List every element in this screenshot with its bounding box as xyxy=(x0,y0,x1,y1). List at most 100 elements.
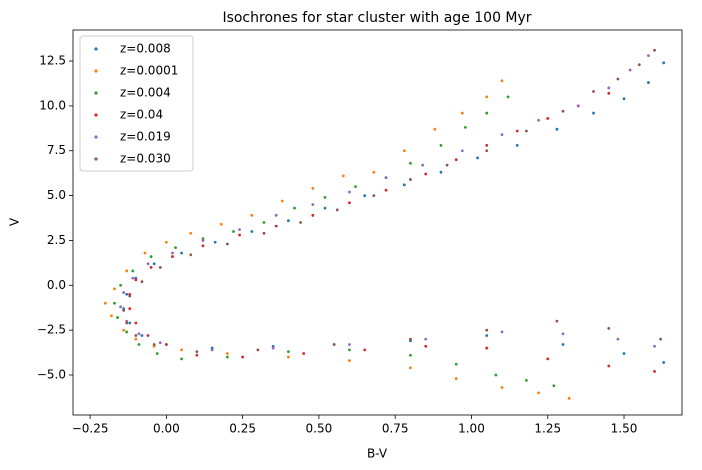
point xyxy=(662,361,666,364)
point xyxy=(653,344,656,348)
point xyxy=(287,355,290,359)
point xyxy=(622,97,626,101)
point xyxy=(189,231,193,235)
point xyxy=(134,278,138,282)
point xyxy=(137,332,141,336)
point xyxy=(348,359,351,363)
point xyxy=(433,127,437,131)
point xyxy=(210,348,214,352)
chart-title: Isochrones for star cluster with age 100… xyxy=(222,10,531,26)
point xyxy=(546,357,550,361)
point xyxy=(537,391,540,395)
y-tick-label: 5.0 xyxy=(47,188,66,202)
point xyxy=(500,79,504,83)
point xyxy=(174,246,177,250)
point xyxy=(256,348,260,352)
point xyxy=(653,48,656,52)
x-tick-label: 1.25 xyxy=(534,422,561,436)
point xyxy=(250,230,254,233)
point xyxy=(302,352,306,355)
point xyxy=(653,370,656,373)
point xyxy=(335,208,339,212)
legend-label: z=0.004 xyxy=(120,86,171,100)
x-tick-label: 0.50 xyxy=(306,422,333,436)
y-tick-label: 10.0 xyxy=(39,98,66,112)
point xyxy=(409,337,412,341)
point xyxy=(647,54,650,58)
point xyxy=(372,194,376,197)
point xyxy=(485,143,489,147)
point xyxy=(158,265,162,269)
point xyxy=(241,355,245,359)
point xyxy=(225,352,229,355)
point xyxy=(384,176,388,180)
y-tick-label: 7.5 xyxy=(47,143,66,157)
point xyxy=(607,326,611,330)
point xyxy=(637,63,641,67)
y-tick-label: 12.5 xyxy=(39,54,66,68)
point xyxy=(348,201,351,205)
point xyxy=(274,213,278,217)
point xyxy=(140,280,144,284)
point xyxy=(180,357,184,361)
point xyxy=(341,174,345,178)
point xyxy=(561,109,565,113)
point xyxy=(250,213,254,217)
point xyxy=(171,255,174,258)
x-tick-label: 1.50 xyxy=(611,422,638,436)
point xyxy=(113,301,116,305)
point xyxy=(460,111,464,115)
point xyxy=(485,111,489,115)
x-tick-label: 0.25 xyxy=(229,422,256,436)
point xyxy=(134,321,138,325)
legend-marker xyxy=(94,157,98,161)
point xyxy=(122,328,126,332)
point xyxy=(607,86,611,90)
point xyxy=(195,353,199,357)
point xyxy=(409,366,412,370)
legend-marker xyxy=(94,69,98,73)
point xyxy=(567,396,571,400)
point xyxy=(555,319,559,323)
point xyxy=(485,95,489,99)
point xyxy=(662,61,666,65)
point xyxy=(149,265,153,269)
point xyxy=(146,262,150,266)
legend-marker xyxy=(94,135,98,139)
y-tick-label: 2.5 xyxy=(47,233,66,247)
point xyxy=(476,156,479,160)
point xyxy=(140,334,144,337)
point xyxy=(164,240,168,244)
legend-marker xyxy=(94,113,98,117)
point xyxy=(323,206,327,210)
point xyxy=(311,213,315,217)
legend-label: z=0.008 xyxy=(120,42,171,56)
point xyxy=(171,251,174,255)
point xyxy=(372,170,376,174)
point xyxy=(454,362,458,366)
point xyxy=(659,337,663,341)
point xyxy=(409,178,412,181)
point xyxy=(524,378,528,382)
point xyxy=(280,199,284,203)
point xyxy=(143,251,147,255)
point xyxy=(238,233,241,237)
plot-area xyxy=(72,29,683,416)
point xyxy=(421,163,425,167)
legend-marker xyxy=(94,91,98,95)
point xyxy=(152,262,156,266)
point xyxy=(592,90,595,93)
point xyxy=(607,364,611,368)
point xyxy=(274,224,278,228)
point xyxy=(128,294,132,298)
point xyxy=(311,187,315,190)
point xyxy=(103,301,107,305)
point xyxy=(363,348,367,352)
point xyxy=(537,118,540,122)
point xyxy=(149,255,153,258)
point xyxy=(232,230,235,233)
point xyxy=(152,343,156,346)
legend-label: z=0.030 xyxy=(120,152,171,166)
point xyxy=(262,221,266,224)
point xyxy=(402,149,406,153)
